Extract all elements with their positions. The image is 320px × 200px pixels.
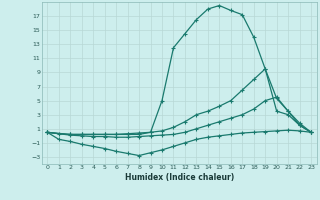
X-axis label: Humidex (Indice chaleur): Humidex (Indice chaleur) [124, 173, 234, 182]
